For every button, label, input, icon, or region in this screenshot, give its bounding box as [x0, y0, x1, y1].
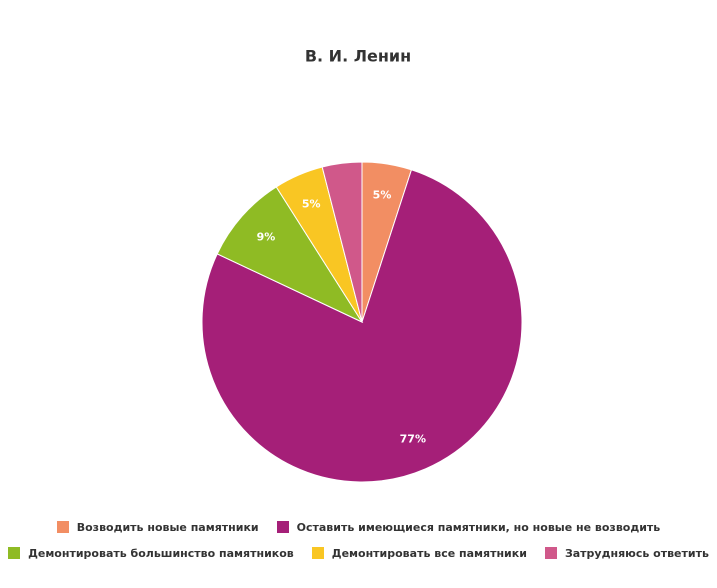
- legend-item[interactable]: Демонтировать большинство памятников: [8, 547, 294, 560]
- legend-item[interactable]: Оставить имеющиеся памятники, но новые н…: [276, 520, 661, 534]
- pie-slice: [201, 169, 523, 483]
- legend-swatch: [544, 547, 557, 559]
- legend-swatch: [8, 547, 21, 559]
- chart-title: В. И. Ленин: [305, 47, 411, 66]
- legend-label: Демонтировать большинство памятников: [28, 546, 294, 560]
- pie-slice: [216, 186, 364, 324]
- legend-item[interactable]: Возводить новые памятники: [56, 520, 259, 534]
- legend-label: Затрудняюсь ответить: [564, 546, 709, 560]
- chart: В. И. Ленин 5% 77% 9% 5%: [201, 47, 523, 483]
- legend-label: Оставить имеющиеся памятники, но новые н…: [296, 520, 661, 534]
- value-label: 5%: [373, 189, 392, 202]
- legend-item[interactable]: Демонтировать все памятники: [311, 546, 527, 560]
- legend-item[interactable]: Затрудняюсь ответить: [544, 546, 709, 560]
- legend-row: Демонтировать большинство памятников Демо…: [0, 540, 717, 566]
- legend: Возводить новые памятники Оставить имеющи…: [0, 514, 717, 566]
- value-label: 9%: [257, 230, 276, 243]
- legend-label: Возводить новые памятники: [76, 520, 259, 534]
- value-label: 5%: [302, 198, 321, 211]
- legend-row: Возводить новые памятники Оставить имеющи…: [0, 514, 717, 540]
- legend-label: Демонтировать все памятники: [331, 546, 527, 560]
- legend-swatch: [56, 521, 69, 533]
- legend-swatch: [311, 547, 324, 559]
- pie-slice: [321, 161, 363, 323]
- value-label: 77%: [400, 432, 426, 445]
- legend-swatch: [276, 521, 289, 533]
